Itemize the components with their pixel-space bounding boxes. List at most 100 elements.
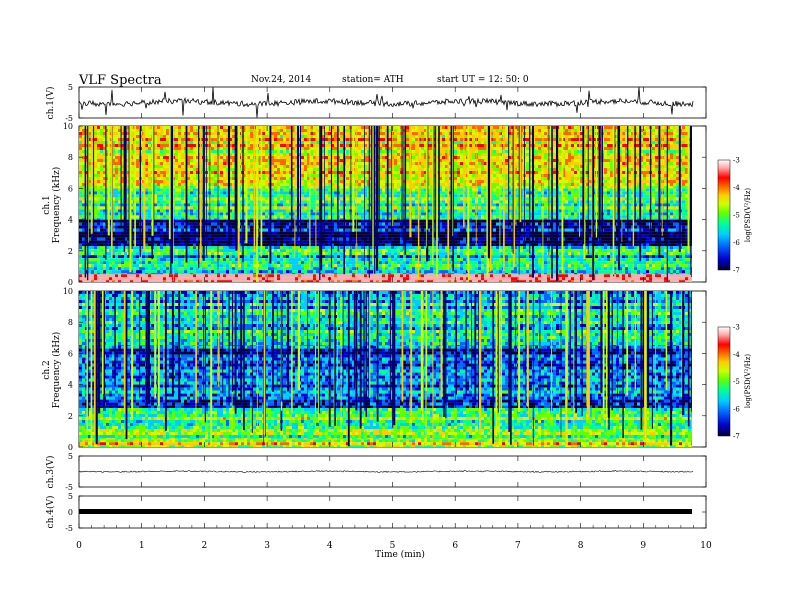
ch1-spectrogram-band-1-cell	[484, 261, 487, 265]
ch1-spectrogram-band-1-cell	[430, 252, 433, 256]
ch1-spectrogram-band-1-cell	[250, 273, 253, 275]
ch1-spectrogram-band-2-cell	[625, 237, 628, 241]
ch1-spectrogram-band-2-cell	[634, 237, 637, 241]
ch1-spectrogram-band-2-cell	[217, 231, 220, 235]
ch1-spectrogram-band-0-cell	[664, 274, 667, 278]
ch1-spectrogram-band-2-cell	[322, 222, 325, 226]
ch1-spectrogram-band-3-cell	[418, 191, 421, 195]
ch1-spectrogram-band-1-cell	[427, 270, 430, 274]
ch1-spectrogram-band-3-cell	[289, 191, 292, 195]
ch1-spectrogram-band-0-cell	[130, 274, 133, 278]
ch1-spectrogram-band-1-cell	[97, 273, 100, 275]
ch1-spectrogram-band-1-cell	[262, 264, 265, 268]
ch1-spectrogram-band-1-cell	[136, 249, 139, 253]
ch1-spectrogram-band-0-cell	[157, 280, 160, 282]
ch1-spectrogram-band-1-cell	[223, 258, 226, 262]
ch1-spectrogram-band-1-cell	[418, 270, 421, 274]
ch1-spectrogram-band-3-cell	[328, 191, 331, 195]
ch1-spectrogram-band-3-cell	[412, 191, 415, 195]
ch1-spectrogram-band-1-cell	[673, 252, 676, 256]
ch1-spectrogram-band-2-cell	[442, 234, 445, 238]
ch1-spectrogram-band-2-cell	[187, 225, 190, 229]
ch1-spectrogram-band-0-cell	[586, 274, 589, 278]
ch1-spectrogram-band-2-cell	[106, 240, 109, 244]
ch1-spectrogram-band-1-cell	[454, 252, 457, 256]
ch1-spectrogram-band-2-cell	[328, 228, 331, 232]
ch1-spectrogram-band-0-cell	[403, 280, 406, 282]
ch1-spectrogram-band-2-cell	[292, 219, 295, 223]
ch1-spectrogram-band-1-cell	[337, 255, 340, 259]
ch1-spectrogram-band-1-cell	[214, 252, 217, 256]
ch1-spectrogram-band-3-cell	[529, 191, 532, 195]
ch1-spectrogram-band-2-cell	[97, 234, 100, 238]
ch1-spectrogram-band-2-cell	[469, 228, 472, 232]
ch1-spectrogram-band-1-cell	[82, 246, 85, 250]
ch1-spectrogram-band-2-cell	[418, 240, 421, 244]
ch1-spectrogram-band-2-cell	[646, 222, 649, 226]
ch1-spectrogram-band-1-cell	[640, 249, 643, 253]
ch1-spectrogram-band-1-cell	[421, 261, 424, 265]
ch1-spectrogram-band-2-cell	[472, 228, 475, 232]
ch1-spectrogram-band-3-cell	[97, 194, 100, 198]
ch1-spectrogram-band-0-cell	[484, 277, 487, 281]
ch1-spectrogram-band-2-cell	[688, 219, 691, 223]
ch1-spectrogram-band-1-cell	[364, 252, 367, 256]
ch1-spectrogram-band-2-cell	[421, 240, 424, 244]
ch1-spectrogram-band-1-cell	[637, 261, 640, 265]
ch1-spectrogram-band-1-cell	[616, 264, 619, 268]
ch1-spectrogram-band-2-cell	[136, 228, 139, 232]
ch1-spectrogram-band-0-cell	[106, 280, 109, 282]
ch1-spectrogram-band-2-cell	[604, 240, 607, 244]
ch1-spectrogram-band-1-cell	[106, 273, 109, 275]
ch1-spectrogram-band-1-cell	[514, 255, 517, 259]
ch1-spectrogram-band-2-cell	[286, 234, 289, 238]
ch1-spectrogram-band-1-cell	[511, 264, 514, 268]
ch1-spectrogram-band-1-cell	[316, 267, 319, 271]
ch1-spectrogram-band-3-cell	[136, 188, 139, 192]
ch1-spectrogram-band-2-cell	[571, 231, 574, 235]
ch1-spectrogram-band-1-cell	[649, 273, 652, 275]
ch1-spectrogram-band-1-cell	[667, 249, 670, 253]
ch1-spectrogram-band-2-cell	[559, 231, 562, 235]
ch1-spectrogram-band-2-cell	[514, 231, 517, 235]
ch1-spectrogram-band-1-cell	[118, 255, 121, 259]
ch1-spectrogram-band-2-cell	[481, 240, 484, 244]
ch1-spectrogram-band-2-cell	[277, 243, 280, 247]
ch1-spectrogram-band-3-cell	[292, 191, 295, 195]
ch1-spectrogram-band-2-cell	[673, 237, 676, 241]
ch1-spectrogram-band-0-cell	[526, 274, 529, 278]
ch1-spectrogram-band-0-cell	[145, 277, 148, 281]
ch1-spectrogram-band-2-cell	[526, 225, 529, 229]
ch1-spectrogram-band-3-cell	[367, 188, 370, 192]
ch1-spectrogram-band-1-cell	[142, 261, 145, 265]
ch1-spectrogram-band-2-cell	[97, 243, 100, 247]
ch1-spectrogram-band-1-cell	[628, 264, 631, 268]
ch1-spectrogram-band-1-cell	[133, 246, 136, 250]
ch1-spectrogram-band-3-cell	[214, 194, 217, 198]
ch1-spectrogram-band-0-cell	[124, 277, 127, 281]
ch1-spectrogram-band-2-cell	[418, 222, 421, 226]
ch1-spectrogram-band-2-cell	[298, 243, 301, 247]
ch1-spectrogram-band-1-cell	[103, 267, 106, 271]
ch1-spectrogram-band-2-cell	[394, 240, 397, 244]
ch1-spectrogram-band-2-cell	[424, 240, 427, 244]
ch1-spectrogram-band-2-cell	[349, 231, 352, 235]
ch1-spectrogram-band-1-cell	[667, 270, 670, 274]
ch1-spectrogram-band-2-cell	[406, 219, 409, 223]
ch1-spectrogram-band-1-cell	[670, 252, 673, 256]
ch1-spectrogram-band-2-cell	[298, 225, 301, 229]
ch1-spectrogram-band-2-cell	[469, 237, 472, 241]
ch1-spectrogram-band-3-cell	[508, 188, 511, 192]
ch1-spectrogram-band-1-cell	[133, 252, 136, 256]
ch1-spectrogram-band-2-cell	[196, 243, 199, 247]
ch1-spectrogram-band-1-cell	[667, 267, 670, 271]
ch1-spectrogram-band-1-cell	[265, 249, 268, 253]
ch1-spectrogram-band-2-cell	[640, 243, 643, 247]
ch1-spectrogram-band-2-cell	[295, 219, 298, 223]
ch1-spectrogram-band-2-cell	[193, 228, 196, 232]
ch1-spectrogram-band-1-cell	[544, 246, 547, 250]
ch1-spectrogram-band-3-cell	[160, 188, 163, 192]
ch1-spectrogram-band-2-cell	[88, 225, 91, 229]
ch1-spectrogram-band-2-cell	[505, 231, 508, 235]
ch1-spectrogram-band-0-cell	[670, 280, 673, 282]
